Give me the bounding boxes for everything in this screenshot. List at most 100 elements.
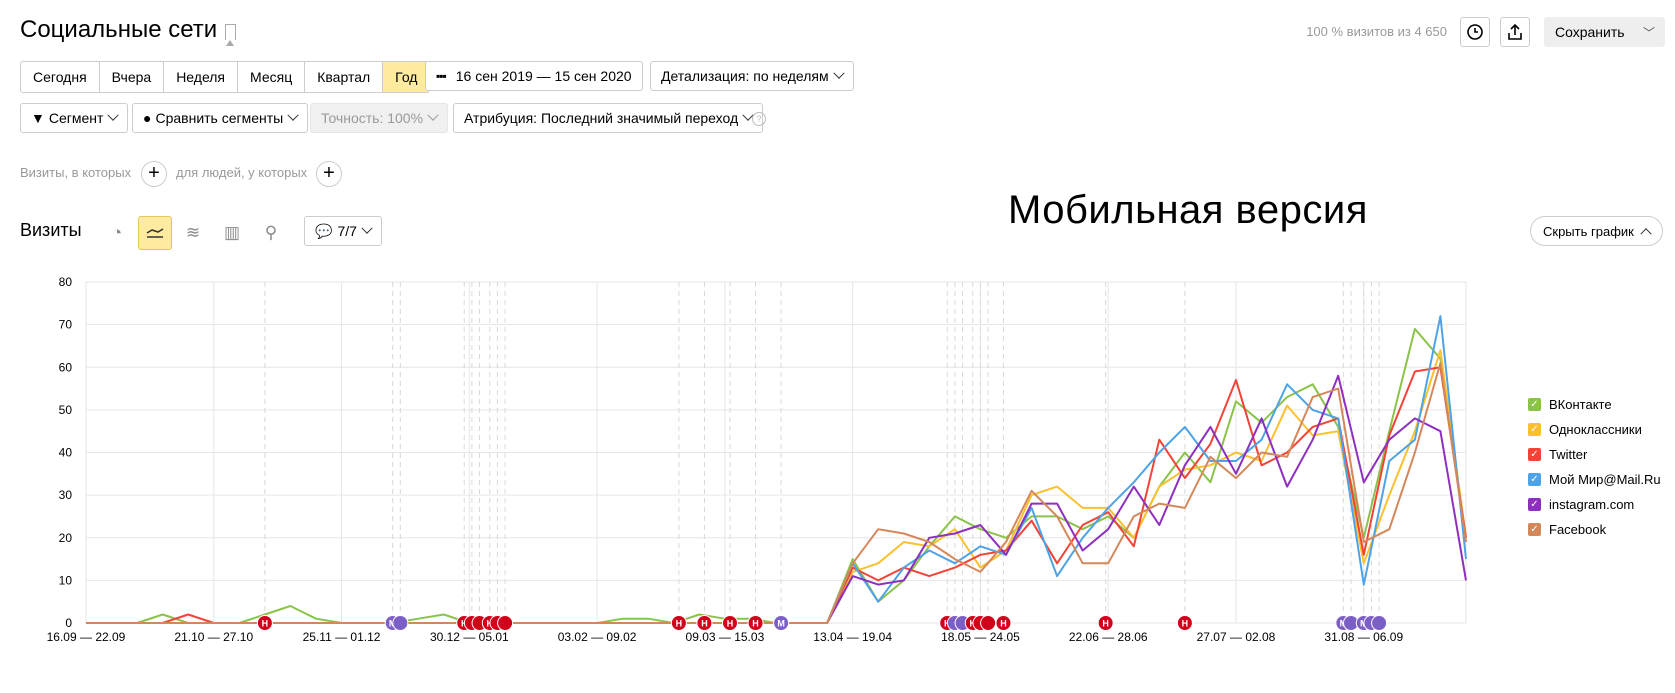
x-tick-label: 03.02 — 09.02 (558, 630, 637, 644)
checkbox-icon[interactable]: ✓ (1528, 473, 1541, 486)
note-marker-label: Н (262, 619, 269, 629)
legend-label: instagram.com (1549, 497, 1635, 512)
notes-button[interactable]: 💬 7/7 (304, 216, 382, 246)
note-marker-label: Н (701, 619, 708, 629)
note-marker-label: Н (1182, 619, 1189, 629)
accuracy-dropdown[interactable]: Точность: 100% (310, 103, 449, 133)
note-marker (773, 615, 790, 631)
checkbox-icon[interactable]: ✓ (1528, 498, 1541, 511)
line-chart-icon[interactable] (138, 216, 172, 250)
detail-label: Детализация: по неделям (661, 68, 829, 84)
line-chart-glyph (146, 228, 164, 238)
calendar-icon: ▪▪▪ (436, 69, 447, 83)
period-month[interactable]: Месяц (238, 62, 306, 92)
segment-label: Сегмент (48, 110, 104, 126)
legend-item[interactable]: ✓ ВКонтакте (1528, 392, 1661, 417)
checkbox-icon[interactable]: ✓ (1528, 523, 1541, 536)
note-marker (995, 615, 1012, 631)
note-marker (980, 615, 997, 631)
y-tick-label: 30 (59, 488, 73, 502)
x-tick-label: 22.06 — 28.06 (1069, 630, 1148, 644)
x-tick-label: 25.11 — 01.12 (303, 630, 381, 644)
note-marker (670, 615, 687, 631)
accuracy-label: Точность: 100% (321, 110, 424, 126)
series-line (86, 362, 1467, 624)
checkbox-icon[interactable]: ✓ (1528, 448, 1541, 461)
overlay-caption: Мобильная версия (1008, 188, 1368, 232)
x-tick-label: 13.04 — 19.04 (813, 630, 892, 644)
x-tick-label: 30.12 — 05.01 (430, 630, 509, 644)
note-marker (497, 615, 514, 631)
period-quarter[interactable]: Квартал (305, 62, 384, 92)
checkbox-icon[interactable]: ✓ (1528, 423, 1541, 436)
legend-item[interactable]: ✓ Мой Мир@Mail.Ru (1528, 467, 1661, 492)
series-line (86, 349, 1467, 624)
people-condition-label: для людей, у которых (176, 165, 308, 180)
series-line (86, 315, 1467, 624)
note-marker (1097, 615, 1114, 631)
period-year[interactable]: Год (383, 62, 430, 92)
save-label: Сохранить (1555, 24, 1625, 40)
hide-chart-label: Скрыть график (1543, 223, 1634, 239)
note-marker (1176, 615, 1193, 631)
y-tick-label: 60 (59, 360, 73, 374)
y-tick-label: 80 (59, 275, 73, 289)
add-visits-condition-button[interactable]: + (141, 161, 167, 187)
visits-info: 100 % визитов из 4 650 (1306, 24, 1447, 39)
comment-icon: 💬 (315, 222, 333, 239)
note-marker (256, 615, 273, 631)
note-marker-label: Н (752, 619, 759, 629)
series-line (86, 327, 1467, 624)
x-tick-label: 09.03 — 15.03 (686, 630, 765, 644)
x-tick-label: 21.10 — 27.10 (174, 630, 253, 644)
detail-dropdown[interactable]: Детализация: по неделям (650, 61, 854, 91)
x-tick-label: 16.09 — 22.09 (47, 630, 126, 644)
history-button[interactable] (1460, 17, 1490, 47)
y-tick-label: 20 (59, 531, 73, 545)
chart-title: Визиты (20, 220, 82, 240)
drops-icon: ● (143, 110, 152, 126)
compare-segments-button[interactable]: ● Сравнить сегменты (132, 103, 309, 133)
save-button[interactable]: Сохранить ﹀ (1544, 17, 1665, 47)
attribution-dropdown[interactable]: Атрибуция: Последний значимый переход (453, 103, 764, 133)
legend-item[interactable]: ✓ Facebook (1528, 517, 1661, 542)
bar-chart-icon[interactable]: ▥ (223, 223, 241, 242)
note-marker-label: Н (727, 619, 734, 629)
legend-label: Мой Мир@Mail.Ru (1549, 472, 1661, 487)
help-icon[interactable]: ? (752, 112, 766, 126)
date-range-button[interactable]: ▪▪▪ 16 сен 2019 — 15 сен 2020 (425, 61, 643, 91)
legend-label: ВКонтакте (1549, 397, 1612, 412)
period-today[interactable]: Сегодня (21, 62, 100, 92)
x-tick-label: 27.07 — 02.08 (1197, 630, 1276, 644)
legend-item[interactable]: ✓ Одноклассники (1528, 417, 1661, 442)
period-yesterday[interactable]: Вчера (100, 62, 165, 92)
y-tick-label: 50 (59, 403, 73, 417)
map-pin-icon[interactable]: ⚲ (264, 223, 278, 242)
legend-label: Facebook (1549, 522, 1607, 537)
note-marker-label: Н (1000, 619, 1007, 629)
attribution-label: Атрибуция: Последний значимый переход (464, 110, 739, 126)
note-marker-label: Н (1102, 619, 1109, 629)
series-line (86, 374, 1467, 624)
checkbox-icon[interactable]: ✓ (1528, 398, 1541, 411)
export-button[interactable] (1500, 17, 1530, 47)
x-tick-label: 31.08 — 06.09 (1324, 630, 1403, 644)
segment-button[interactable]: ▼ Сегмент (20, 103, 129, 133)
legend-item[interactable]: ✓ Twitter (1528, 442, 1661, 467)
y-tick-label: 10 (59, 573, 73, 587)
area-chart-icon[interactable]: ≋ (185, 223, 201, 242)
add-people-condition-button[interactable]: + (316, 161, 342, 187)
note-marker-label: М (777, 619, 785, 629)
bookmark-icon[interactable] (225, 24, 236, 46)
note-marker (1371, 615, 1388, 631)
period-week[interactable]: Неделя (164, 62, 239, 92)
note-marker (696, 615, 713, 631)
filter-icon: ▼ (31, 110, 45, 126)
x-tick-label: 18.05 — 24.05 (941, 630, 1020, 644)
pie-chart-icon[interactable]: ◔ (111, 223, 123, 242)
note-marker (722, 615, 738, 631)
legend-label: Одноклассники (1549, 422, 1642, 437)
legend-item[interactable]: ✓ instagram.com (1528, 492, 1661, 517)
hide-chart-button[interactable]: Скрыть график (1530, 216, 1663, 246)
